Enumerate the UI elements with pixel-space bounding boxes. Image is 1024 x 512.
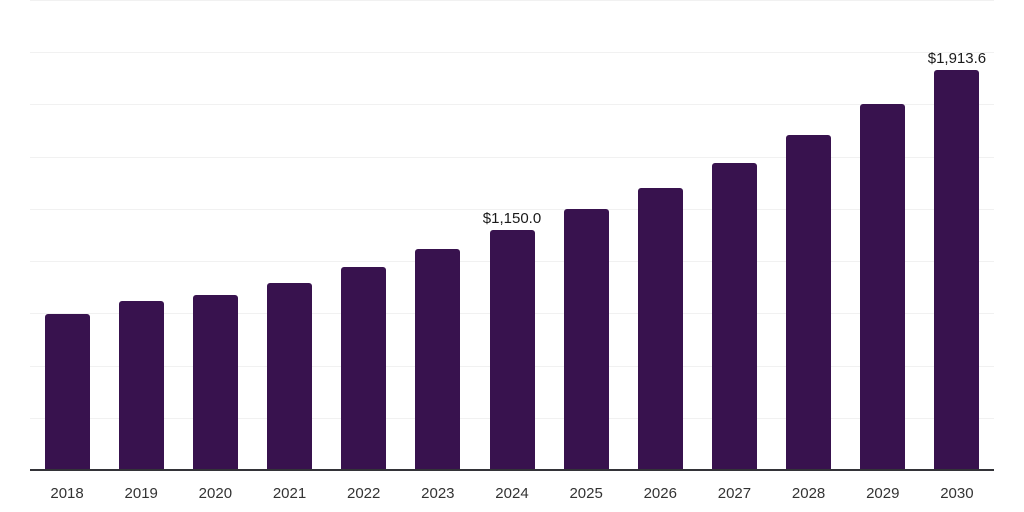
x-tick-2019: 2019 [124, 485, 158, 502]
gridline-1250 [30, 208, 994, 210]
bar-2026 [637, 187, 683, 470]
x-tick-2023: 2023 [421, 485, 455, 502]
x-axis-line [30, 469, 994, 471]
bar-2025 [563, 208, 609, 470]
bar-2018 [44, 313, 90, 470]
gridline-2000 [30, 52, 994, 54]
bar-2028 [786, 134, 832, 470]
bar-2024 [489, 229, 535, 470]
x-tick-2030: 2030 [940, 485, 974, 502]
bar-2022 [341, 266, 387, 470]
x-tick-2025: 2025 [569, 485, 603, 502]
gridline-2250 [30, 0, 994, 1]
x-tick-2027: 2027 [717, 485, 752, 502]
data-label-2030: $1,913.6 [927, 50, 987, 68]
data-label-2024: $1,150.0 [482, 209, 542, 227]
x-tick-2018: 2018 [50, 485, 84, 502]
bar-2020 [192, 294, 238, 470]
x-tick-2029: 2029 [866, 485, 900, 502]
bar-2030 [934, 70, 980, 470]
x-tick-2020: 2020 [198, 485, 233, 502]
x-axis-labels: 2018 2019 2020 2021 2022 2023 2024 2025 2026 2027… [30, 484, 994, 504]
plot-area: $1,150.0 $1,913.6 [30, 0, 994, 471]
x-tick-2021: 2021 [272, 485, 307, 502]
bar-2019 [118, 301, 164, 470]
x-tick-2026: 2026 [643, 485, 677, 502]
bar-2029 [860, 104, 906, 470]
x-tick-2022: 2022 [346, 485, 381, 502]
gridline-1500 [30, 156, 994, 158]
bar-2021 [267, 283, 313, 470]
x-tick-2024: 2024 [495, 485, 529, 502]
gridline-1750 [30, 104, 994, 106]
bar-2023 [415, 248, 461, 470]
x-tick-2028: 2028 [791, 485, 826, 502]
bar-2027 [711, 162, 757, 470]
